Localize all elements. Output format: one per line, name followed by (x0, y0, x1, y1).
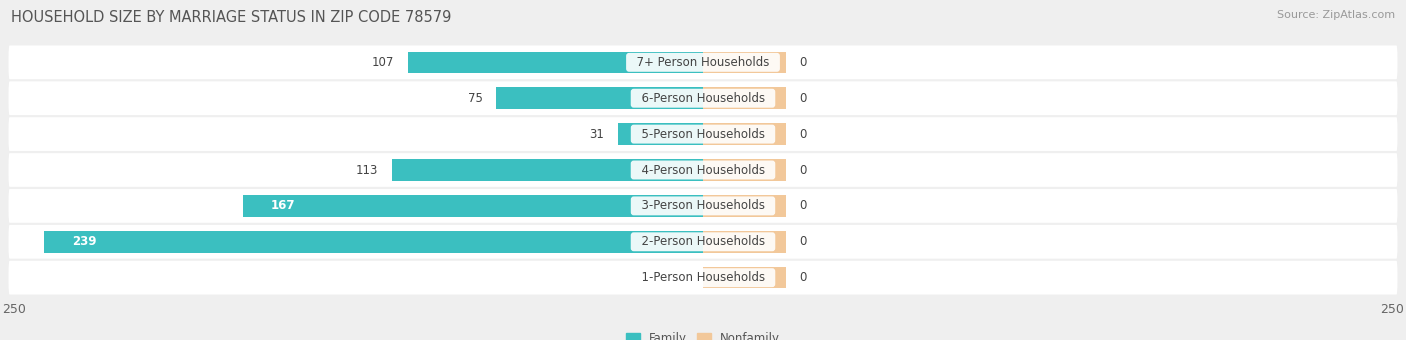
Bar (703, 123, 786, 145)
Text: 0: 0 (800, 199, 807, 212)
Text: 5-Person Households: 5-Person Households (634, 128, 772, 141)
Bar (617, 123, 703, 145)
Bar (703, 87, 786, 109)
Text: 1-Person Households: 1-Person Households (634, 271, 772, 284)
Bar (703, 159, 786, 181)
Text: 0: 0 (800, 92, 807, 105)
Text: 167: 167 (270, 199, 295, 212)
Bar (408, 52, 703, 73)
Text: 3-Person Households: 3-Person Households (634, 199, 772, 212)
Text: 31: 31 (589, 128, 603, 141)
Text: 6-Person Households: 6-Person Households (634, 92, 772, 105)
Text: 239: 239 (72, 235, 97, 248)
FancyBboxPatch shape (8, 81, 1398, 115)
Text: 0: 0 (800, 128, 807, 141)
FancyBboxPatch shape (8, 117, 1398, 151)
Legend: Family, Nonfamily: Family, Nonfamily (621, 328, 785, 340)
Bar (703, 195, 786, 217)
FancyBboxPatch shape (8, 46, 1398, 79)
Bar (703, 267, 786, 288)
Text: Source: ZipAtlas.com: Source: ZipAtlas.com (1277, 10, 1395, 20)
Bar (703, 52, 786, 73)
Text: 0: 0 (800, 271, 807, 284)
Bar (392, 159, 703, 181)
Bar (703, 231, 786, 253)
FancyBboxPatch shape (8, 225, 1398, 259)
FancyBboxPatch shape (8, 261, 1398, 294)
Bar (496, 87, 703, 109)
Text: 0: 0 (800, 164, 807, 176)
Text: 2-Person Households: 2-Person Households (634, 235, 772, 248)
FancyBboxPatch shape (8, 189, 1398, 223)
Bar (45, 231, 703, 253)
Text: 0: 0 (800, 235, 807, 248)
Text: 113: 113 (356, 164, 378, 176)
Text: 4-Person Households: 4-Person Households (634, 164, 772, 176)
Text: 7+ Person Households: 7+ Person Households (628, 56, 778, 69)
Bar (243, 195, 703, 217)
Text: HOUSEHOLD SIZE BY MARRIAGE STATUS IN ZIP CODE 78579: HOUSEHOLD SIZE BY MARRIAGE STATUS IN ZIP… (11, 10, 451, 25)
Text: 107: 107 (373, 56, 394, 69)
FancyBboxPatch shape (8, 153, 1398, 187)
Text: 75: 75 (468, 92, 482, 105)
Text: 0: 0 (800, 56, 807, 69)
